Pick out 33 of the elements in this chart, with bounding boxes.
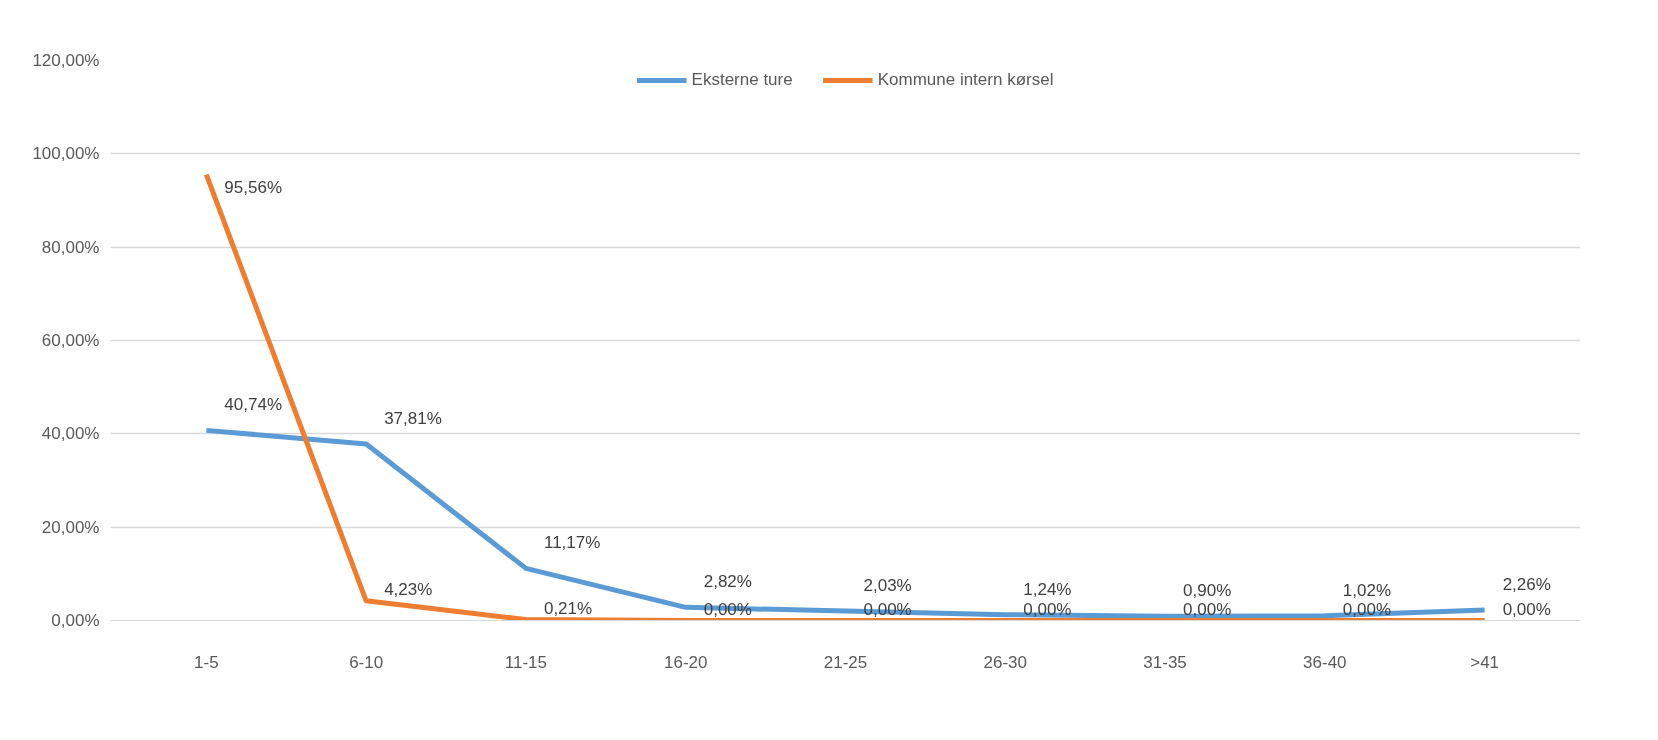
x-tick-label: 31-35 bbox=[1143, 652, 1187, 672]
data-label: 95,56% bbox=[224, 177, 283, 197]
data-label: 2,26% bbox=[1502, 574, 1551, 594]
x-tick-label: >41 bbox=[1470, 652, 1500, 672]
legend-label: Kommune intern kørsel bbox=[877, 70, 1054, 90]
x-tick-label: 6-10 bbox=[349, 652, 384, 672]
data-label: 0,21% bbox=[543, 598, 593, 618]
x-tick-label: 21-25 bbox=[823, 652, 868, 672]
x-tick-label: 1-5 bbox=[194, 652, 219, 672]
data-label: 2,82% bbox=[703, 572, 752, 592]
y-tick-label: 20,00% bbox=[41, 517, 100, 537]
data-label: 4,23% bbox=[384, 579, 433, 599]
data-label: 1,02% bbox=[1342, 580, 1392, 600]
x-tick-label: 26-30 bbox=[983, 652, 1028, 672]
y-tick-label: 40,00% bbox=[41, 424, 100, 444]
data-label: 37,81% bbox=[384, 409, 442, 429]
legend-label: Eksterne ture bbox=[691, 70, 793, 90]
data-label: 0,00% bbox=[1183, 599, 1232, 619]
data-label: 0,90% bbox=[1183, 581, 1232, 601]
y-tick-label: 100,00% bbox=[32, 144, 100, 164]
data-label: 0,00% bbox=[1502, 599, 1551, 619]
y-tick-label: 120,00% bbox=[32, 51, 100, 70]
y-tick-label: 0,00% bbox=[51, 611, 100, 630]
data-label: 11,17% bbox=[543, 533, 601, 553]
data-label: 2,03% bbox=[863, 576, 912, 596]
data-label: 1,24% bbox=[1023, 579, 1072, 599]
data-label: 40,74% bbox=[224, 395, 283, 415]
y-tick-label: 60,00% bbox=[41, 331, 100, 350]
x-tick-label: 16-20 bbox=[663, 652, 708, 672]
x-tick-label: 36-40 bbox=[1303, 652, 1347, 672]
y-tick-label: 80,00% bbox=[41, 237, 100, 257]
x-tick-label: 11-15 bbox=[504, 652, 548, 672]
data-label: 0,00% bbox=[863, 599, 912, 619]
